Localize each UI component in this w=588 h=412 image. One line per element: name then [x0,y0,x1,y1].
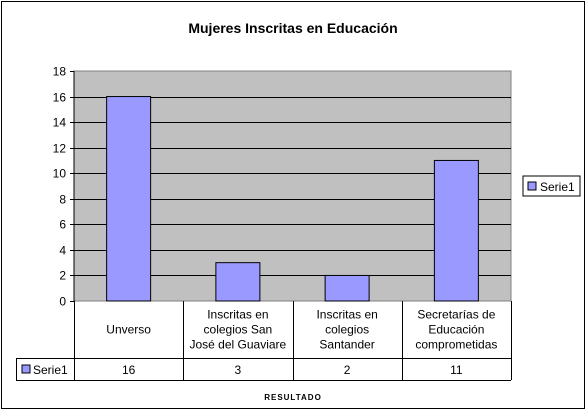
y-tick-label: 8 [59,193,66,207]
legend: Serie1 [522,175,581,197]
y-tick-label: 6 [59,218,66,232]
legend-box [522,175,581,197]
y-tick-label: 10 [53,167,67,181]
data-label: 3 [235,363,242,377]
legend-swatch [527,181,537,191]
bar [433,159,479,302]
data-label: 11 [450,363,463,377]
table-legend-swatch [21,364,31,374]
y-tick-label: 0 [59,295,66,309]
table-series-name: Serie1 [33,363,68,377]
y-axis: 0 2 4 6 8 10 12 14 16 18 [53,65,75,309]
legend-label: Serie1 [540,180,575,194]
x-tick-label: Unverso [106,323,151,337]
x-tick-label: Educación [428,323,484,337]
bar [324,274,370,302]
x-tick-label: colegios San [204,323,273,337]
x-tick-label: Inscritas en [207,308,268,322]
x-tick-label: Inscritas en [316,308,377,322]
x-tick-label: José del Guaviare [190,338,287,352]
y-tick-label: 18 [53,65,67,79]
bar [215,262,261,302]
y-tick-label: 14 [53,116,67,130]
x-tick-label: comprometidas [415,338,497,352]
y-tick-label: 4 [59,244,66,258]
y-tick-label: 2 [59,269,66,283]
x-tick-label: Secretarías de [417,308,495,322]
x-tick-label: Santander [319,338,374,352]
bar [106,96,152,302]
y-tick-label: 16 [53,91,67,105]
data-label: 16 [122,363,136,377]
x-axis-title: RESULTADO [264,393,322,402]
chart-title: Mujeres Inscritas en Educación [188,20,397,36]
x-tick-label: colegios [325,323,369,337]
bars [106,96,479,302]
data-label: 2 [344,363,351,377]
y-tick-label: 12 [53,142,67,156]
